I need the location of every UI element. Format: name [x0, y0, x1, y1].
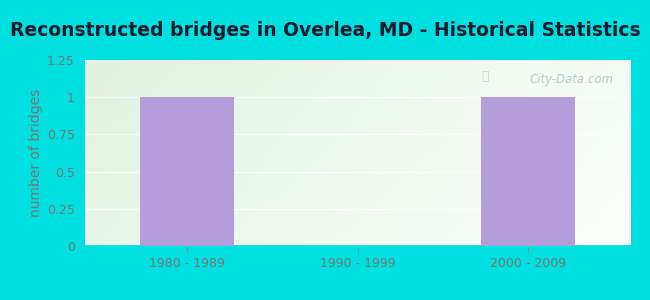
Text: City-Data.com: City-Data.com: [530, 73, 614, 86]
Bar: [481, 97, 575, 246]
Bar: [140, 97, 234, 246]
Text: Reconstructed bridges in Overlea, MD - Historical Statistics: Reconstructed bridges in Overlea, MD - H…: [10, 21, 640, 40]
Text: ⓘ: ⓘ: [481, 70, 489, 83]
Y-axis label: number of bridges: number of bridges: [29, 89, 43, 217]
